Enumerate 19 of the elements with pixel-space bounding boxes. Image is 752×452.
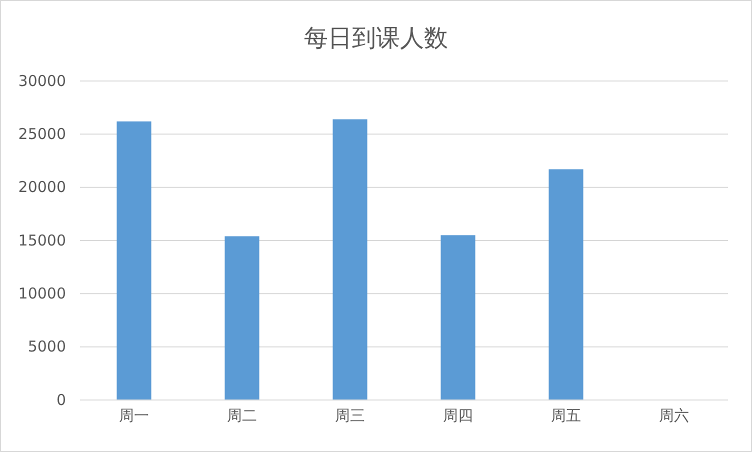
- bar: [440, 235, 476, 400]
- y-tick-label: 15000: [18, 231, 66, 250]
- x-tick-label: 周二: [227, 406, 257, 425]
- x-tick-label: 周三: [335, 406, 365, 425]
- chart-title: 每日到课人数: [304, 24, 448, 52]
- y-tick-label: 20000: [18, 178, 66, 196]
- y-tick-label: 25000: [18, 124, 66, 143]
- x-tick-label: 周六: [659, 406, 689, 425]
- y-tick-label: 5000: [28, 338, 66, 356]
- bar: [116, 121, 152, 400]
- x-tick-label: 周四: [443, 406, 473, 425]
- y-tick-label: 30000: [18, 72, 66, 90]
- bar: [332, 119, 368, 400]
- bar: [224, 236, 260, 400]
- y-tick-label: 10000: [18, 284, 66, 302]
- bar: [548, 169, 584, 400]
- y-tick-label: 0: [56, 390, 66, 409]
- x-tick-label: 周五: [551, 406, 581, 425]
- x-tick-label: 周一: [119, 406, 149, 425]
